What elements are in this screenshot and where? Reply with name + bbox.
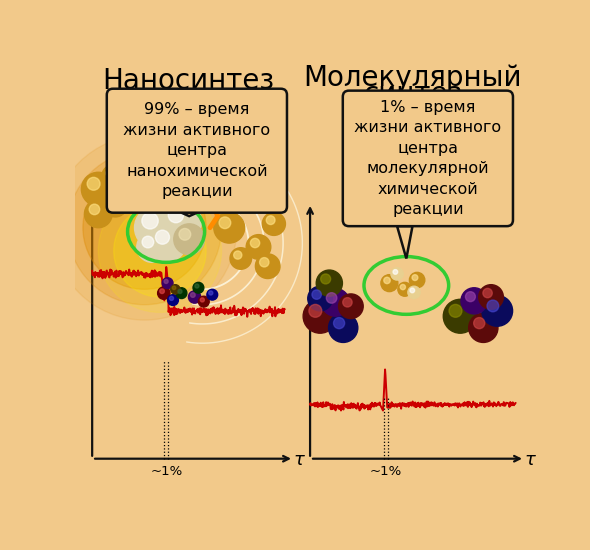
Circle shape (322, 289, 349, 316)
Polygon shape (397, 226, 412, 258)
Circle shape (114, 205, 206, 297)
Circle shape (176, 288, 187, 299)
Circle shape (135, 206, 178, 249)
Circle shape (103, 192, 127, 217)
Circle shape (329, 313, 358, 343)
Circle shape (316, 270, 342, 296)
Circle shape (168, 207, 183, 223)
Text: τ: τ (293, 451, 304, 469)
Circle shape (169, 296, 173, 300)
Circle shape (164, 279, 168, 283)
Circle shape (487, 300, 499, 312)
Circle shape (172, 286, 176, 290)
Circle shape (263, 212, 286, 235)
Circle shape (87, 177, 100, 190)
Circle shape (412, 274, 418, 280)
Circle shape (255, 254, 280, 278)
Circle shape (191, 293, 195, 298)
Circle shape (160, 289, 165, 294)
Circle shape (174, 224, 205, 255)
Circle shape (443, 299, 477, 333)
Circle shape (321, 274, 330, 284)
Circle shape (478, 285, 503, 309)
Circle shape (266, 216, 275, 224)
Circle shape (99, 189, 221, 312)
Circle shape (246, 235, 271, 259)
Circle shape (308, 286, 332, 311)
Circle shape (214, 212, 245, 243)
Circle shape (52, 135, 237, 320)
Circle shape (449, 304, 462, 317)
Circle shape (142, 236, 154, 248)
Text: ~1%: ~1% (150, 465, 182, 477)
Circle shape (461, 288, 487, 314)
Circle shape (391, 268, 403, 280)
Text: τ: τ (524, 451, 535, 469)
FancyBboxPatch shape (107, 89, 287, 213)
Circle shape (171, 285, 180, 294)
Circle shape (466, 292, 476, 301)
Circle shape (234, 251, 242, 259)
Circle shape (101, 164, 129, 191)
Circle shape (381, 274, 398, 292)
FancyBboxPatch shape (343, 91, 513, 226)
Circle shape (312, 290, 322, 299)
Circle shape (468, 313, 498, 343)
Circle shape (207, 289, 218, 300)
Polygon shape (182, 213, 197, 216)
Circle shape (209, 291, 213, 295)
Text: Наносинтез: Наносинтез (102, 68, 274, 95)
Circle shape (398, 282, 412, 296)
Circle shape (339, 294, 363, 318)
Circle shape (309, 304, 322, 317)
Circle shape (343, 298, 352, 307)
Circle shape (193, 282, 204, 293)
Circle shape (200, 298, 204, 302)
Circle shape (303, 299, 337, 333)
Circle shape (162, 278, 173, 289)
Text: 99% – время
жизни активного
центра
нанохимической
реакции: 99% – время жизни активного центра нанох… (123, 102, 270, 199)
Circle shape (326, 293, 337, 303)
Circle shape (409, 272, 425, 288)
Circle shape (482, 295, 513, 326)
Text: ~1%: ~1% (370, 465, 402, 477)
Circle shape (107, 196, 116, 205)
Circle shape (198, 296, 209, 307)
Circle shape (137, 232, 168, 262)
Circle shape (474, 317, 485, 329)
Text: синтез: синтез (363, 80, 463, 108)
Circle shape (250, 238, 260, 248)
Circle shape (158, 287, 170, 299)
Circle shape (219, 217, 231, 229)
Circle shape (188, 291, 201, 303)
Circle shape (333, 317, 345, 329)
Circle shape (84, 200, 112, 228)
Circle shape (260, 257, 269, 267)
Circle shape (384, 277, 390, 284)
Circle shape (162, 201, 202, 241)
Circle shape (483, 288, 492, 298)
Circle shape (155, 230, 169, 244)
Circle shape (83, 166, 206, 289)
Circle shape (230, 248, 251, 270)
Circle shape (67, 151, 221, 305)
Circle shape (408, 286, 420, 299)
Text: 1% – время
жизни активного
центра
молекулярной
химической
реакции: 1% – время жизни активного центра молеку… (355, 100, 502, 217)
Circle shape (400, 284, 405, 290)
Circle shape (89, 204, 100, 215)
Circle shape (410, 288, 415, 293)
Circle shape (81, 172, 115, 206)
Circle shape (179, 228, 191, 240)
Circle shape (106, 168, 117, 179)
Circle shape (195, 284, 199, 288)
Circle shape (393, 270, 398, 274)
Circle shape (178, 289, 182, 294)
Circle shape (142, 213, 158, 229)
Circle shape (168, 295, 178, 305)
Circle shape (149, 224, 186, 262)
Text: Молекулярный: Молекулярный (304, 64, 522, 91)
